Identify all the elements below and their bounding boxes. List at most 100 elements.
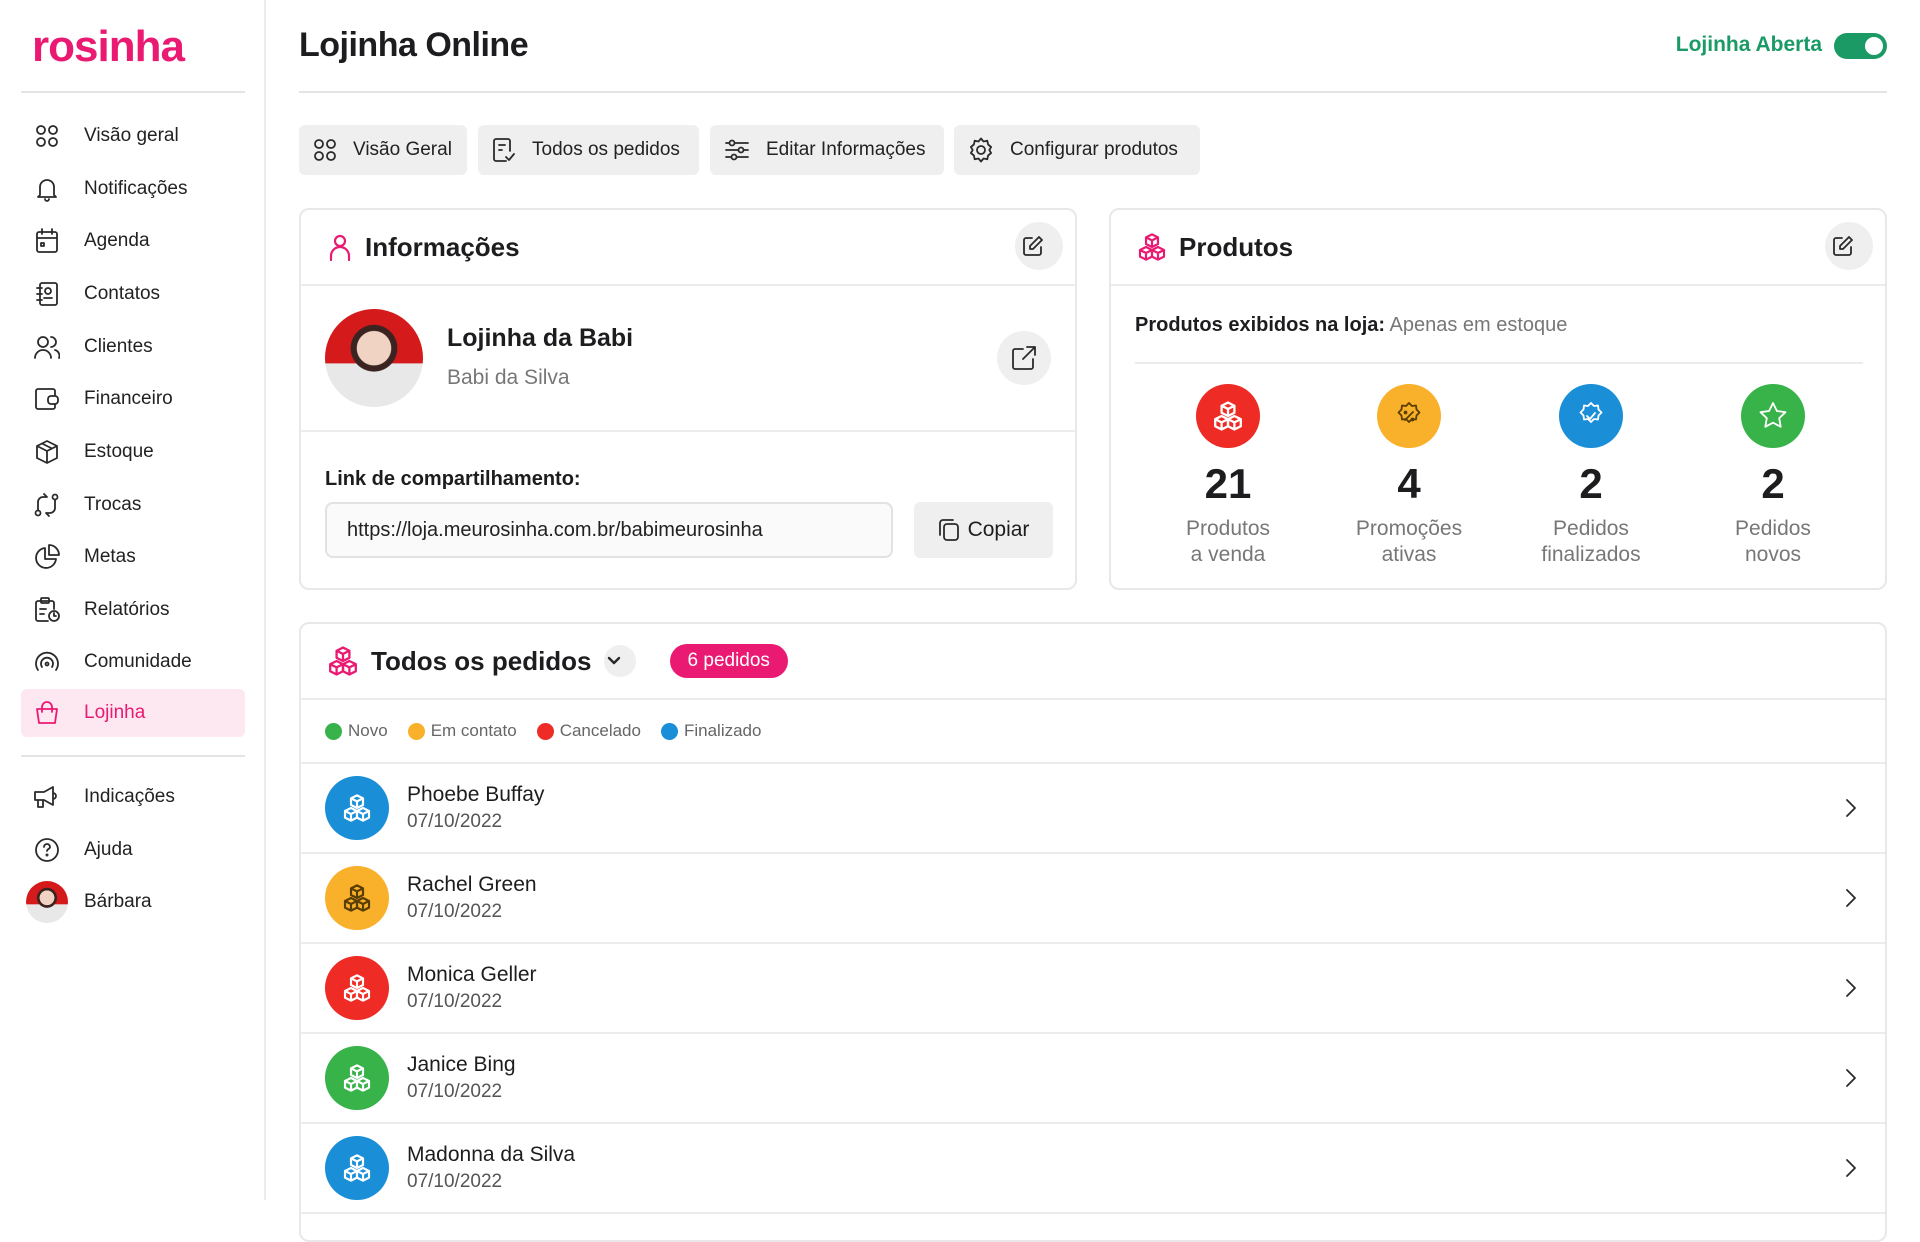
store-open-toggle[interactable]	[1834, 33, 1887, 59]
sidebar: rosinha Visão geral Notificações Agenda …	[0, 0, 266, 1200]
products-card-header: Produtos	[1111, 210, 1885, 286]
page-title: Lojinha Online	[299, 26, 529, 64]
sidebar-item-profile[interactable]: Bárbara	[21, 878, 245, 926]
broadcast-icon	[32, 651, 62, 673]
cubes-icon	[343, 1064, 371, 1092]
order-customer-name: Rachel Green	[407, 873, 537, 896]
chevron-right-icon[interactable]	[1845, 1158, 1857, 1178]
store-name: Lojinha da Babi	[447, 324, 634, 352]
sidebar-item-label: Trocas	[84, 494, 142, 515]
cubes-icon	[343, 884, 371, 912]
copy-label: Copiar	[967, 518, 1030, 541]
order-row[interactable]: Phoebe Buffay 07/10/2022	[301, 764, 1885, 854]
sidebar-item-notificacoes[interactable]: Notificações	[21, 165, 245, 213]
order-row[interactable]: Janice Bing 07/10/2022	[301, 1034, 1885, 1124]
stat-pedidos-finalizados: 2 Pedidos finalizados	[1501, 384, 1681, 568]
edit-products-button[interactable]	[1825, 222, 1873, 270]
grid-icon	[314, 139, 336, 161]
status-legend: Novo Em contato Cancelado Finalizado	[301, 700, 1885, 764]
tab-editar-informacoes[interactable]: Editar Informações	[710, 125, 944, 175]
check-badge-icon	[1559, 384, 1623, 448]
divider	[1135, 362, 1863, 364]
cubes-icon	[343, 974, 371, 1002]
tab-visao-geral[interactable]: Visão Geral	[299, 125, 467, 175]
info-card-header: Informações	[301, 210, 1075, 286]
sidebar-item-label: Financeiro	[84, 388, 173, 409]
report-icon	[32, 597, 62, 623]
sidebar-item-trocas[interactable]: Trocas	[21, 481, 245, 529]
legend-cancelado: Cancelado	[536, 721, 641, 741]
order-customer-name: Phoebe Buffay	[407, 783, 545, 806]
stat-label: Pedidos	[1735, 517, 1811, 540]
tab-label: Configurar produtos	[1010, 139, 1178, 160]
orders-list: Phoebe Buffay 07/10/2022 Rachel Green 07/1…	[301, 764, 1885, 1214]
sidebar-item-label: Estoque	[84, 441, 154, 462]
sidebar-item-metas[interactable]: Metas	[21, 533, 245, 581]
stat-produtos-a-venda: 21 Produtos a venda	[1138, 384, 1318, 568]
order-status-avatar	[325, 866, 389, 930]
header-divider	[299, 91, 1887, 93]
order-date: 07/10/2022	[407, 811, 503, 832]
tab-label: Todos os pedidos	[532, 139, 680, 160]
stat-value: 21	[1204, 460, 1252, 507]
copy-icon	[938, 519, 959, 541]
order-date: 07/10/2022	[407, 991, 503, 1012]
megaphone-icon	[32, 785, 62, 809]
sidebar-item-indicacoes[interactable]: Indicações	[21, 773, 245, 821]
display-value: Apenas em estoque	[1389, 314, 1568, 336]
sidebar-item-label: Relatórios	[84, 599, 170, 620]
sidebar-item-comunidade[interactable]: Comunidade	[21, 638, 245, 686]
sidebar-item-label: Metas	[84, 546, 136, 567]
cubes-icon	[343, 1154, 371, 1182]
stat-label: Produtos	[1185, 517, 1271, 540]
order-list-icon	[493, 138, 515, 162]
tab-todos-os-pedidos[interactable]: Todos os pedidos	[478, 125, 699, 175]
sidebar-item-label: Ajuda	[84, 839, 133, 860]
orders-filter-dropdown[interactable]	[603, 645, 636, 677]
rosinha-logo[interactable]: rosinha	[32, 22, 185, 71]
order-status-avatar	[325, 776, 389, 840]
stat-pedidos-novos: 2 Pedidos novos	[1683, 384, 1863, 568]
stat-value: 2	[1579, 460, 1603, 507]
sidebar-item-label: Visão geral	[84, 125, 179, 146]
store-owner: Babi da Silva	[447, 366, 570, 389]
stat-label: Pedidos	[1553, 517, 1629, 540]
orders-card: Todos os pedidos 6 pedidos Novo Em conta…	[299, 622, 1887, 1242]
sidebar-item-relatorios[interactable]: Relatórios	[21, 586, 245, 634]
sidebar-item-financeiro[interactable]: Financeiro	[21, 375, 245, 423]
order-row[interactable]: Rachel Green 07/10/2022	[301, 854, 1885, 944]
stat-value: 4	[1397, 460, 1421, 507]
avatar	[25, 881, 69, 923]
chevron-right-icon[interactable]	[1845, 798, 1857, 818]
stat-label: finalizados	[1541, 543, 1641, 566]
sidebar-item-lojinha[interactable]: Lojinha	[21, 689, 245, 737]
legend-em-contato: Em contato	[407, 721, 517, 741]
stat-label: a venda	[1190, 543, 1266, 566]
sidebar-item-clientes[interactable]: Clientes	[21, 323, 245, 371]
share-link-input[interactable]	[325, 502, 893, 558]
sidebar-item-label: Contatos	[84, 283, 161, 304]
orders-card-header: Todos os pedidos 6 pedidos	[301, 624, 1885, 700]
card-title: Produtos	[1179, 231, 1294, 262]
user-icon	[329, 234, 351, 261]
sidebar-item-label: Bárbara	[84, 891, 152, 912]
chevron-right-icon[interactable]	[1845, 1068, 1857, 1088]
chevron-right-icon[interactable]	[1845, 888, 1857, 908]
sidebar-item-visao-geral[interactable]: Visão geral	[21, 112, 245, 160]
tab-configurar-produtos[interactable]: Configurar produtos	[954, 125, 1200, 175]
sidebar-item-estoque[interactable]: Estoque	[21, 428, 245, 476]
edit-info-button[interactable]	[1015, 222, 1063, 270]
sidebar-divider	[21, 755, 245, 757]
sidebar-item-agenda[interactable]: Agenda	[21, 217, 245, 265]
order-row[interactable]: Monica Geller 07/10/2022	[301, 944, 1885, 1034]
card-title: Todos os pedidos	[371, 645, 592, 676]
copy-button[interactable]: Copiar	[914, 502, 1053, 558]
order-row[interactable]: Madonna da Silva 07/10/2022	[301, 1124, 1885, 1214]
store-status-label: Lojinha Aberta	[1675, 33, 1822, 56]
open-store-button[interactable]	[997, 331, 1051, 385]
sidebar-item-contatos[interactable]: Contatos	[21, 270, 245, 318]
products-display-setting: Produtos exibidos na loja: Apenas em est…	[1135, 314, 1567, 337]
sidebar-item-ajuda[interactable]: Ajuda	[21, 826, 245, 874]
sidebar-divider	[21, 91, 245, 93]
chevron-right-icon[interactable]	[1845, 978, 1857, 998]
